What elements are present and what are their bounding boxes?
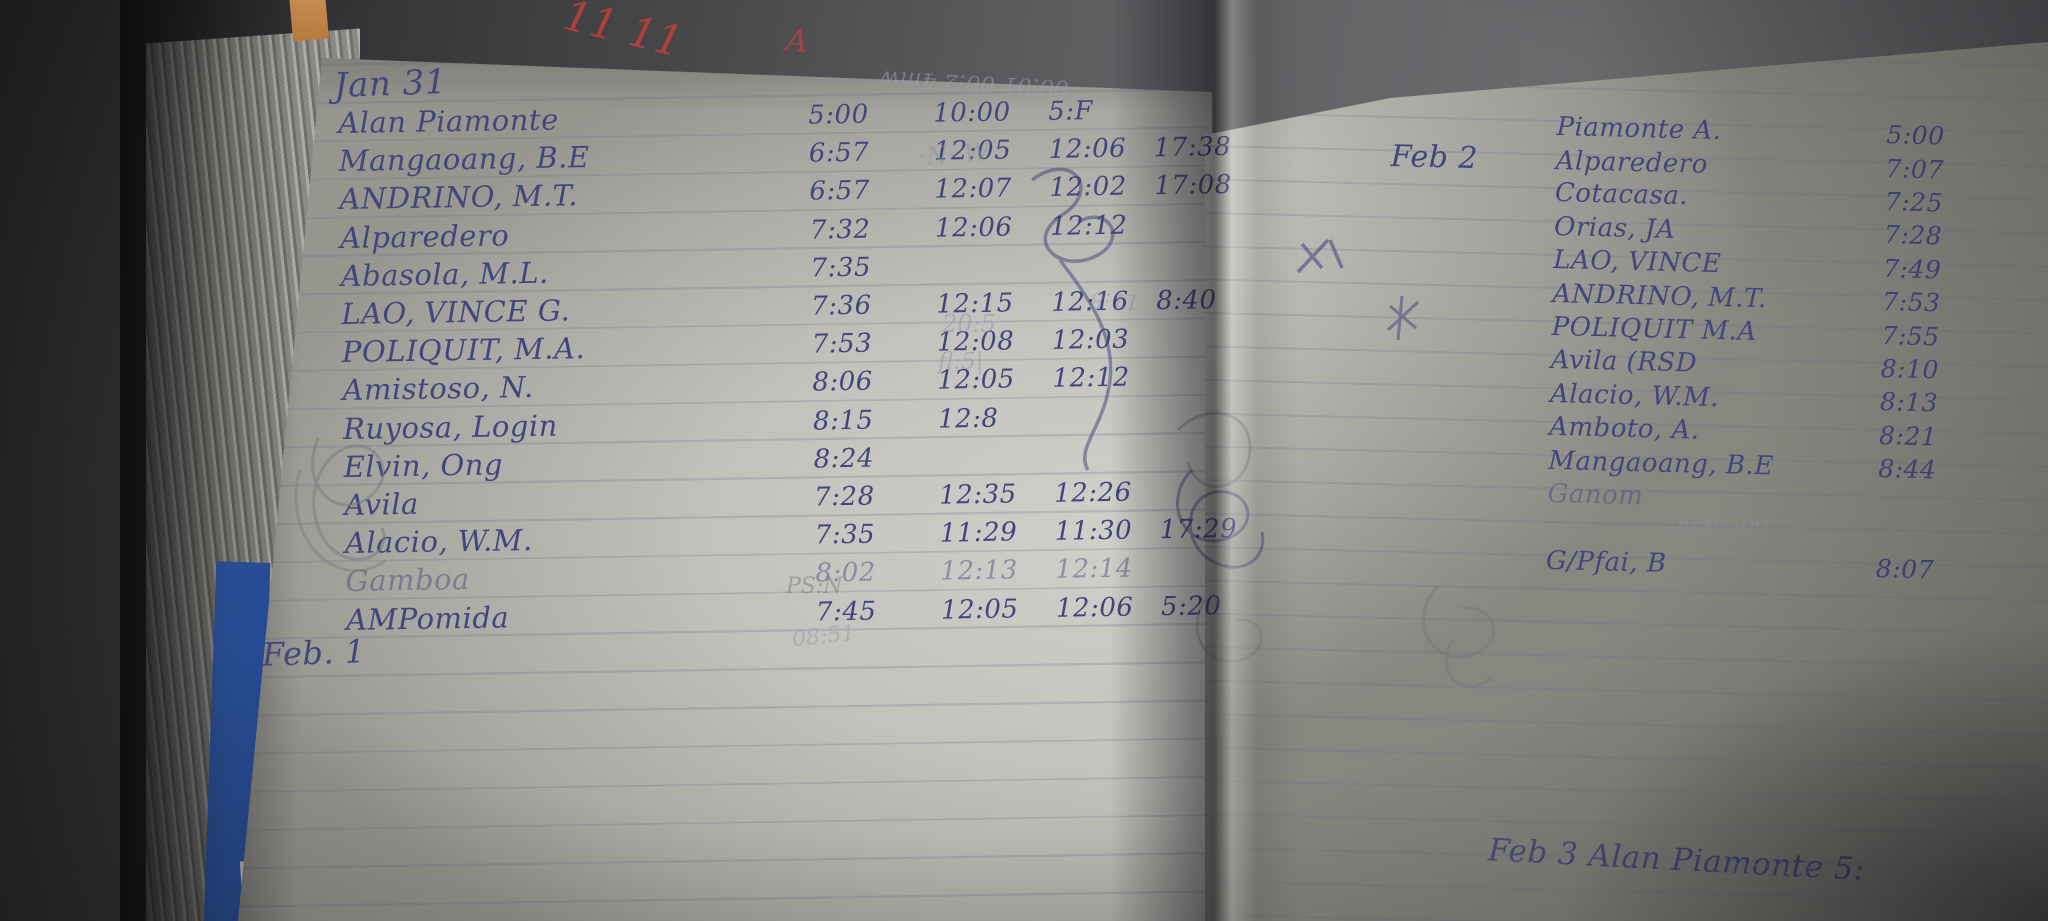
page-gutter-shadow [1110, 0, 1300, 921]
